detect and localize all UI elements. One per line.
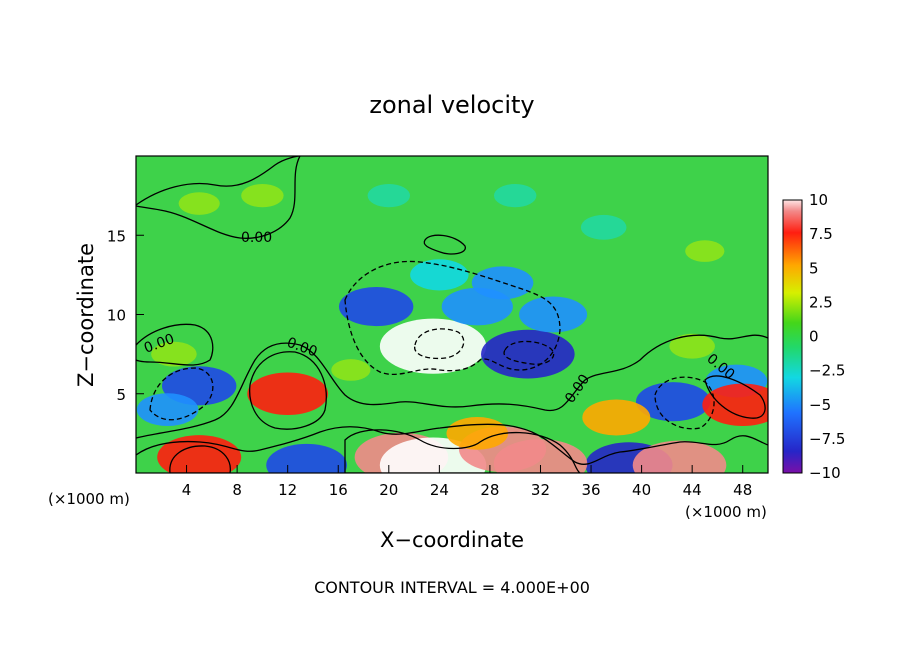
heatmap-cell bbox=[582, 399, 651, 436]
x-tick-label: 44 bbox=[683, 481, 702, 499]
contour-zero-lower bbox=[136, 334, 768, 439]
heatmap-cell bbox=[331, 359, 371, 381]
x-tick-label: 32 bbox=[531, 481, 550, 499]
contour-zero-left-band bbox=[136, 323, 214, 366]
colorbar-tick-label: 7.5 bbox=[809, 225, 833, 243]
x-tick-label: 20 bbox=[379, 481, 398, 499]
colorbar: 10 7.5 5 2.5 0 −2.5 −5 −7.5 −10 bbox=[782, 191, 845, 482]
contour-pos-bottom-center bbox=[344, 429, 582, 473]
contour-interval-note: CONTOUR INTERVAL = 4.000E+00 bbox=[314, 578, 590, 597]
heatmap-cell bbox=[481, 329, 575, 379]
heatmap-cell bbox=[136, 393, 199, 426]
colorbar-gradient bbox=[782, 199, 803, 474]
x-tick-label: 12 bbox=[278, 481, 297, 499]
x-tick-label: 36 bbox=[581, 481, 600, 499]
contour-lines bbox=[136, 156, 768, 473]
contour-pos-left-bump bbox=[249, 351, 327, 430]
colorbar-tick-label: 2.5 bbox=[809, 293, 833, 311]
x-tick-label: 40 bbox=[632, 481, 651, 499]
heatmap-field bbox=[136, 156, 768, 473]
heatmap-cell bbox=[241, 184, 284, 208]
contour-zero-upper bbox=[136, 156, 301, 239]
x-tick-label: 8 bbox=[232, 481, 242, 499]
heatmap-cell bbox=[702, 383, 768, 427]
y-tick-label: 10 bbox=[107, 307, 126, 325]
colorbar-tick-label: −7.5 bbox=[809, 430, 845, 448]
contour-neg-core-1 bbox=[414, 328, 465, 360]
heatmap-cell bbox=[338, 286, 414, 327]
x-tick-label: 4 bbox=[182, 481, 192, 499]
contour-pos-bottom-left bbox=[169, 445, 231, 473]
contour-neg-central bbox=[344, 260, 561, 376]
y-tick-label: 15 bbox=[107, 227, 126, 245]
heatmap-cell bbox=[632, 440, 727, 473]
chart-title: zonal velocity bbox=[369, 91, 534, 119]
heatmap-cell bbox=[151, 341, 197, 367]
contour-neg-core-2 bbox=[503, 340, 555, 365]
heatmap-cell bbox=[247, 372, 329, 415]
colorbar-tick-label: 5 bbox=[809, 259, 819, 277]
contour-zero-lower2 bbox=[136, 423, 768, 465]
heatmap-cell bbox=[471, 266, 534, 300]
y-axis-label: Z−coordinate bbox=[74, 243, 98, 387]
heatmap-cell bbox=[178, 192, 220, 215]
contour-neg-right bbox=[654, 376, 715, 430]
contour-zero-small-ellipse bbox=[423, 234, 466, 255]
contour-label: 0.00 bbox=[241, 230, 272, 246]
y-axis: 5 10 15 Z−coordinate bbox=[74, 227, 144, 404]
colorbar-tick-label: 10 bbox=[809, 191, 828, 209]
colorbar-tick-label: −5 bbox=[809, 396, 831, 414]
heatmap-cell bbox=[519, 296, 588, 333]
heatmap-cell bbox=[580, 214, 627, 240]
colorbar-tick-label: −2.5 bbox=[809, 362, 845, 380]
x-tick-label: 16 bbox=[329, 481, 348, 499]
colorbar-ticks: 10 7.5 5 2.5 0 −2.5 −5 −7.5 −10 bbox=[809, 191, 845, 482]
y-tick-label: 5 bbox=[116, 386, 126, 404]
heatmap-cell bbox=[669, 333, 715, 359]
contour-neg-left bbox=[149, 367, 214, 421]
heatmap-cell bbox=[685, 240, 725, 262]
heatmap-cell bbox=[446, 416, 509, 450]
heatmap-cell bbox=[379, 318, 487, 374]
heatmap-cell bbox=[493, 439, 588, 473]
x-tick-label: 24 bbox=[430, 481, 449, 499]
x-tick-label: 28 bbox=[480, 481, 499, 499]
z-unit-label: (×1000 m) bbox=[685, 503, 767, 521]
y-ticks: 5 10 15 bbox=[107, 227, 144, 404]
x-unit-label: (×1000 m) bbox=[48, 490, 130, 508]
x-axis-label: X−coordinate bbox=[380, 528, 524, 552]
colorbar-tick-label: −10 bbox=[809, 464, 841, 482]
heatmap-cell bbox=[266, 443, 348, 473]
x-tick-label: 48 bbox=[733, 481, 752, 499]
heatmap-cell bbox=[636, 382, 711, 422]
heatmap-cell bbox=[367, 184, 410, 208]
x-ticks: 4 8 12 16 20 24 28 32 36 40 44 48 bbox=[182, 465, 752, 499]
heatmap-cell bbox=[494, 184, 537, 208]
colorbar-tick-label: 0 bbox=[809, 328, 819, 346]
heatmap-cell bbox=[410, 259, 469, 291]
x-axis: 4 8 12 16 20 24 28 32 36 40 44 48 X−coordinate (×10… bbox=[48, 465, 767, 552]
contour-pos-right bbox=[704, 375, 766, 419]
